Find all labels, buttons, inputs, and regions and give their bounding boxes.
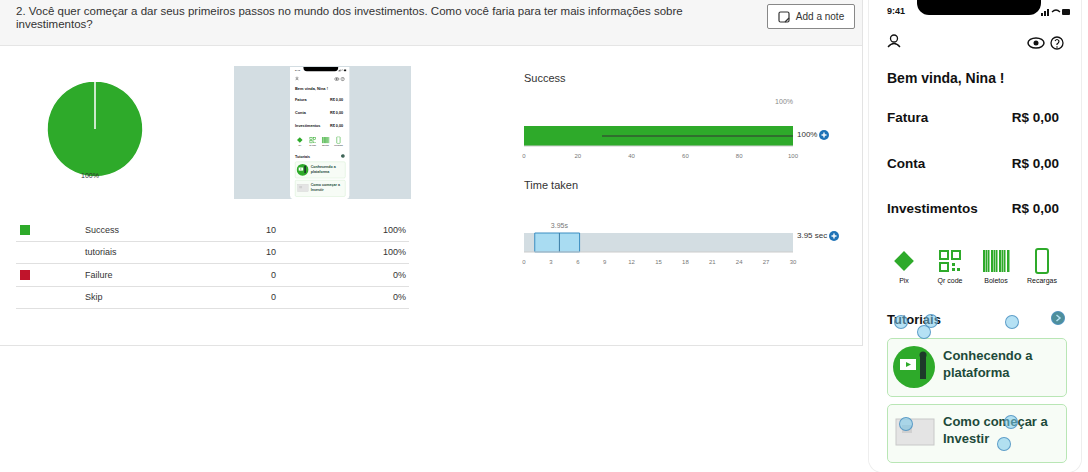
html-text:tutoriais: tutoriais: [85, 247, 117, 258]
svg-text:18: 18: [682, 259, 689, 265]
html-text:Fatura: Fatura: [295, 97, 307, 102]
html-text:Fatura: Fatura: [887, 110, 929, 125]
svg-text:24: 24: [736, 259, 743, 265]
svg-text:80: 80: [736, 153, 743, 159]
html-text:Pix: Pix: [899, 277, 909, 284]
svg-text:12: 12: [628, 259, 635, 265]
html-text:100%: 100%: [383, 225, 406, 235]
html-text:Time taken: Time taken: [524, 179, 578, 191]
svg-text:9: 9: [603, 259, 607, 265]
svg-text:15: 15: [655, 259, 662, 265]
html-text:100%: 100%: [775, 98, 793, 105]
html-text:10: 10: [266, 225, 276, 235]
html-text:Investimentos: Investimentos: [887, 201, 978, 216]
html-text:plataforma: plataforma: [310, 169, 330, 174]
svg-text:6: 6: [576, 259, 580, 265]
html-text:100%: 100%: [383, 247, 406, 258]
html-text:3.95 sec: 3.95 sec: [797, 231, 828, 241]
html-text:Tutoriais: Tutoriais: [887, 312, 941, 327]
html-text:0%: 0%: [393, 269, 406, 280]
html-text:Bem vinda, Nina !: Bem vinda, Nina !: [887, 70, 1005, 86]
html-text:9:41: 9:41: [295, 68, 301, 72]
html-text:R$ 0,00: R$ 0,00: [330, 110, 344, 115]
html-text:Investir: Investir: [310, 187, 324, 192]
html-text:Boletos: Boletos: [984, 277, 1008, 284]
html-text:R$ 0,00: R$ 0,00: [1011, 155, 1059, 171]
html-text:0%: 0%: [393, 291, 406, 302]
html-text:plataforma: plataforma: [943, 365, 1010, 380]
html-text:R$ 0,00: R$ 0,00: [1011, 110, 1059, 125]
html-text:9:41: 9:41: [887, 6, 905, 16]
html-text:Conhecendo a: Conhecendo a: [943, 348, 1033, 363]
html-text:100%: 100%: [797, 130, 818, 140]
svg-text:3: 3: [549, 259, 553, 265]
html-text:Qr code: Qr code: [937, 277, 963, 284]
html-text:Recargas: Recargas: [334, 144, 343, 147]
html-text:R$ 0,00: R$ 0,00: [330, 97, 344, 102]
svg-text:20: 20: [574, 153, 581, 159]
html-text:2. Você quer começar a dar seu: 2. Você quer começar a dar seus primeiro…: [16, 5, 683, 30]
html-text:Bem vinda, Nina !: Bem vinda, Nina !: [295, 86, 328, 92]
html-text:Tutoriais: Tutoriais: [295, 154, 311, 159]
svg-text:60: 60: [682, 153, 689, 159]
html-text:Pix: Pix: [298, 144, 302, 147]
svg-text:30: 30: [790, 259, 797, 265]
svg-text:3.95s: 3.95s: [551, 222, 569, 229]
html-text:10: 10: [266, 247, 276, 258]
html-text:Conta: Conta: [887, 155, 926, 171]
html-text:Conhecendo a: Conhecendo a: [310, 164, 336, 169]
html-text:Investir: Investir: [943, 431, 990, 446]
html-text:100%: 100%: [81, 172, 99, 179]
html-text:Recargas: Recargas: [1027, 277, 1057, 284]
html-text:Skip: Skip: [85, 291, 103, 302]
html-text:Como começar a: Como começar a: [943, 414, 1048, 429]
svg-text:27: 27: [763, 259, 770, 265]
html-text:Conta: Conta: [295, 110, 306, 115]
html-text:R$ 0,00: R$ 0,00: [330, 123, 344, 128]
svg-text:40: 40: [628, 153, 635, 159]
html-text:0: 0: [271, 291, 276, 302]
html-text:Qr code: Qr code: [309, 144, 317, 147]
html-text:Investimentos: Investimentos: [295, 123, 321, 128]
html-text:Boletos: Boletos: [322, 144, 329, 147]
svg-text:21: 21: [709, 259, 716, 265]
html-text:Failure: Failure: [85, 269, 113, 280]
html-text:0: 0: [271, 269, 276, 280]
html-text:Add a note: Add a note: [795, 11, 845, 22]
html-text:Success: Success: [85, 225, 119, 235]
html-text:Success: Success: [524, 72, 566, 84]
svg-text:0: 0: [522, 153, 526, 159]
html-text:Como começar a: Como começar a: [310, 182, 341, 188]
svg-text:100: 100: [788, 153, 799, 159]
html-text:R$ 0,00: R$ 0,00: [1011, 201, 1059, 216]
svg-text:0: 0: [522, 259, 526, 265]
